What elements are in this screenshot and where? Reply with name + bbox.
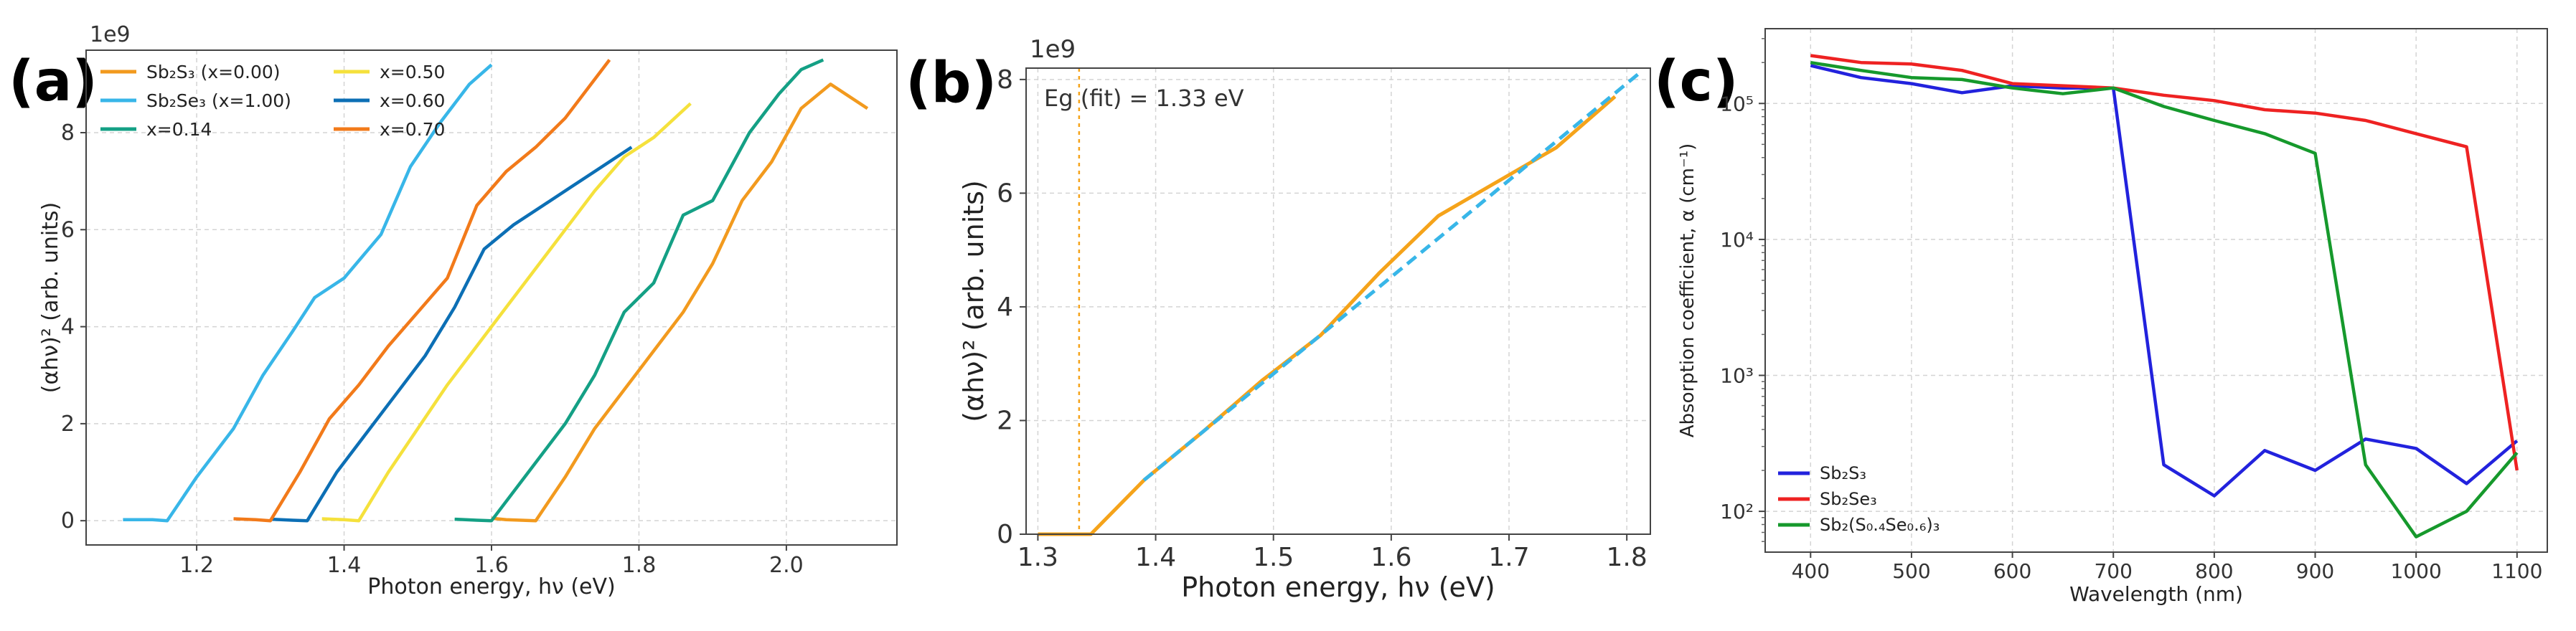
panel-a-series — [123, 58, 869, 523]
panel-a-ticks: 1.2 1.4 1.6 1.8 2.0 0 2 4 6 8 — [61, 120, 804, 578]
panel-b-ytick-label: 6 — [997, 179, 1013, 208]
panel-a-legend-label: Sb₂Se₃ (x=1.00) — [146, 90, 291, 111]
panel-a-offset-text: 1e9 — [90, 22, 131, 47]
panel-a-legend-label: x=0.14 — [146, 119, 212, 140]
panel-c-xtick-label: 600 — [1993, 559, 2031, 583]
panel-a-ytick-label: 0 — [61, 508, 75, 533]
panel-b-xtick-label: 1.6 — [1371, 543, 1411, 572]
panel-c-series-line — [1810, 54, 2519, 471]
panel-c-xlabel: Wavelength (nm) — [2069, 582, 2243, 606]
panel-b-data-line — [1038, 95, 1617, 536]
panel-a-xtick-label: 1.8 — [622, 553, 657, 578]
panel-c: (c) 400 500 600 700 800 900 1000 1100 10² 10³ 10⁴ 1… — [1654, 28, 2548, 606]
panel-a-series-line — [491, 82, 869, 523]
panel-c-xtick-label: 900 — [2296, 559, 2334, 583]
panel-c-ytick-label: 10⁴ — [1720, 228, 1754, 252]
panel-c-legend: Sb₂S₃ Sb₂Se₃ Sb₂(S₀.₄Se₀.₆)₃ — [1778, 463, 1940, 535]
panel-b-xlabel: Photon energy, hν (eV) — [1181, 571, 1495, 603]
panel-a-series-line — [123, 63, 493, 523]
panel-c-series — [1810, 54, 2519, 539]
panel-c-series-line — [1810, 60, 2519, 539]
panel-a-xtick-label: 1.4 — [327, 553, 362, 578]
panel-a-letter: (a) — [9, 49, 98, 114]
panel-b-xtick-label: 1.7 — [1488, 543, 1529, 572]
panel-c-legend-label: Sb₂(S₀.₄Se₀.₆)₃ — [1820, 515, 1940, 535]
panel-a-series-line — [233, 59, 611, 523]
panel-c-legend-label: Sb₂S₃ — [1820, 463, 1866, 483]
panel-b-ytick-label: 8 — [997, 65, 1013, 95]
panel-a-xtick-label: 1.6 — [474, 553, 509, 578]
panel-c-ticks: 400 500 600 700 800 900 1000 1100 10² 10³ 10⁴ 10⁵ — [1720, 38, 2542, 583]
panel-a-legend-label: x=0.50 — [380, 62, 445, 82]
panel-a-series-line — [454, 58, 824, 523]
panel-c-ytick-label: 10³ — [1720, 364, 1754, 388]
panel-c-ylabel: Absorption coefficient, α (cm⁻¹) — [1677, 143, 1698, 438]
panel-a-xlabel: Photon energy, hν (eV) — [367, 574, 615, 599]
panel-b-ytick-label: 4 — [997, 293, 1013, 322]
panel-c-series-line — [1810, 64, 2519, 498]
panel-b-frame — [1025, 67, 1651, 535]
panel-a-series-line — [321, 102, 692, 523]
panel-c-xtick-label: 400 — [1792, 559, 1830, 583]
panel-a-ytick-label: 6 — [61, 217, 75, 242]
panel-a-ytick-label: 2 — [61, 412, 75, 437]
panel-b-ytick-label: 2 — [997, 406, 1013, 435]
panel-a-xtick-label: 2.0 — [769, 553, 804, 578]
panel-c-legend-label: Sb₂Se₃ — [1820, 489, 1877, 509]
panel-c-xtick-label: 1100 — [2491, 559, 2542, 583]
panel-a-legend: Sb₂S₃ (x=0.00) Sb₂Se₃ (x=1.00) x=0.14 x=0.5… — [100, 62, 445, 140]
panel-c-letter: (c) — [1654, 49, 1739, 114]
panel-c-xtick-label: 800 — [2195, 559, 2233, 583]
panel-c-ytick-label: 10² — [1720, 500, 1754, 523]
panel-a-ylabel: (αhν)² (arb. units) — [38, 202, 63, 394]
panel-a-legend-label: Sb₂S₃ (x=0.00) — [146, 62, 281, 82]
panel-b-eg-annotation: Eg (fit) = 1.33 eV — [1044, 85, 1244, 112]
panel-c-xtick-label: 500 — [1892, 559, 1930, 583]
panel-c-ytick-label: 10⁵ — [1720, 92, 1754, 115]
panel-c-xtick-label: 1000 — [2391, 559, 2442, 583]
panel-a-series-line — [270, 146, 633, 523]
panel-b-ytick-label: 0 — [997, 520, 1013, 549]
panel-b-ticks: 1.3 1.4 1.5 1.6 1.7 1.8 0 2 4 6 8 — [997, 65, 1647, 572]
panel-a-legend-label: x=0.60 — [380, 90, 445, 111]
panel-b-xtick-label: 1.5 — [1253, 543, 1294, 572]
panel-b-xtick-label: 1.8 — [1607, 543, 1647, 572]
panel-b-offset-text: 1e9 — [1030, 35, 1076, 64]
panel-b-series — [1038, 72, 1640, 536]
panel-a-xtick-label: 1.2 — [179, 553, 214, 578]
panel-b-xtick-label: 1.4 — [1135, 543, 1176, 572]
panel-c-xtick-label: 700 — [2094, 559, 2132, 583]
panel-a-ytick-label: 8 — [61, 120, 75, 146]
panel-a-legend-label: x=0.70 — [380, 119, 445, 140]
panel-b-xtick-label: 1.3 — [1017, 543, 1058, 572]
panel-b: (b) 1e9 1.3 1.4 1.5 1.6 1.7 1.8 0 2 4 6 8 Eg (fit)… — [906, 35, 1651, 603]
panel-b-ylabel: (αhν)² (arb. units) — [958, 180, 989, 422]
panel-a-ytick-label: 4 — [61, 315, 75, 340]
panel-b-letter: (b) — [906, 51, 997, 115]
panel-c-frame — [1764, 28, 2548, 553]
panel-a: (a) 1e9 1.2 1.4 1.6 1.8 2.0 0 2 4 6 8 Photon ener… — [9, 22, 898, 599]
